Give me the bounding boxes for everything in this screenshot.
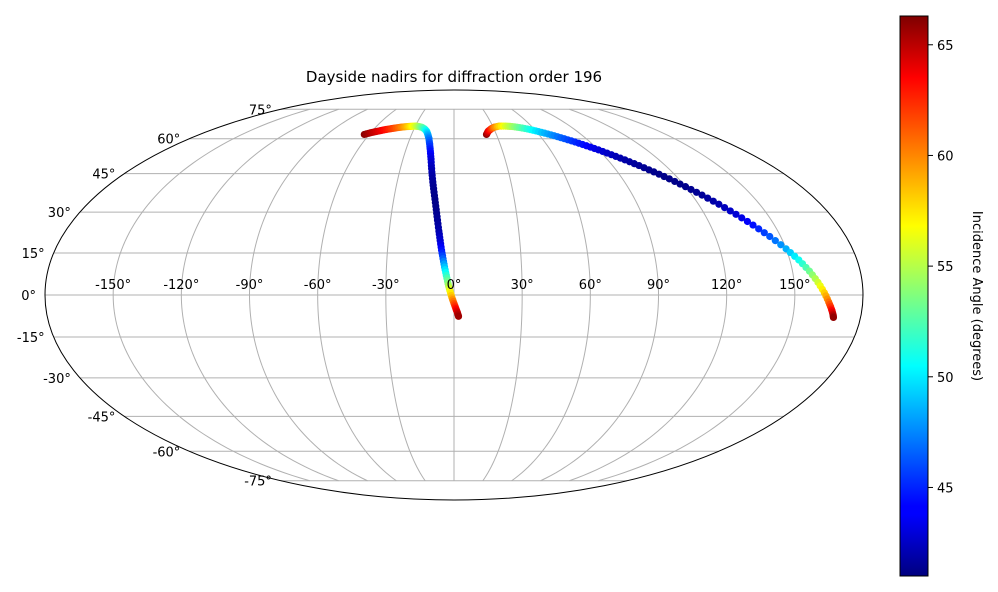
lon-tick-label: 0° <box>447 278 462 293</box>
data-point <box>665 175 673 183</box>
data-point <box>698 191 706 199</box>
lat-tick-label: -15° <box>17 331 45 346</box>
meridian-line <box>112 108 310 482</box>
meridian-line <box>482 108 523 482</box>
colorbar-tick-label: 55 <box>937 260 954 275</box>
data-point <box>749 221 757 229</box>
colorbar-tick-label: 50 <box>937 371 954 386</box>
lat-tick-label: -30° <box>43 372 71 387</box>
data-point <box>738 214 746 222</box>
data-point <box>743 217 752 226</box>
data-point <box>760 229 768 237</box>
data-point <box>777 241 785 249</box>
data-point <box>709 197 717 205</box>
data-point <box>732 210 740 218</box>
lat-tick-label: 15° <box>22 247 45 262</box>
lon-tick-label: -30° <box>372 278 400 293</box>
meridian-line <box>180 108 339 482</box>
map-outline <box>44 89 864 501</box>
lat-tick-label: -75° <box>244 475 272 490</box>
data-point <box>676 180 684 188</box>
colorbar-tick-label: 65 <box>937 39 954 54</box>
lon-tick-label: 60° <box>579 278 602 293</box>
data-point <box>726 207 734 215</box>
tick-labels: -150° -120° -90° -60° -30° 0° 30° 60° 90° 120° 150… <box>17 103 811 489</box>
lon-tick-label: -150° <box>95 278 131 293</box>
data-point <box>771 237 779 245</box>
lat-tick-label: 30° <box>48 206 71 221</box>
lat-tick-label: 75° <box>249 103 272 118</box>
lat-tick-label: -45° <box>88 410 116 425</box>
meridian-line <box>540 108 660 482</box>
lon-tick-label: -90° <box>236 278 264 293</box>
lat-tick-label: -60° <box>153 445 181 460</box>
data-point <box>755 225 763 233</box>
data-point <box>687 185 695 194</box>
data-points <box>360 122 838 322</box>
colorbar-tick-label: 45 <box>937 481 954 496</box>
lon-tick-label: -60° <box>304 278 332 293</box>
lon-tick-label: 150° <box>779 278 810 293</box>
data-point <box>704 194 712 202</box>
meridian-line <box>598 108 796 482</box>
lat-tick-label: 60° <box>157 133 180 148</box>
lon-tick-label: -120° <box>163 278 199 293</box>
chart-title: Dayside nadirs for diffraction order 196 <box>306 68 602 86</box>
data-point <box>766 232 774 241</box>
meridian-line <box>569 108 728 482</box>
data-point <box>829 313 838 322</box>
meridian-line <box>248 108 368 482</box>
colorbar <box>899 15 929 577</box>
data-point <box>715 200 723 208</box>
data-point <box>681 183 690 191</box>
colorbar-ticks: 45 50 55 60 65 <box>928 39 954 496</box>
lon-tick-label: 120° <box>711 278 742 293</box>
lat-tick-label: 45° <box>92 168 115 183</box>
meridian-line <box>317 108 397 482</box>
data-point <box>721 203 729 212</box>
colorbar-tick-label: 60 <box>937 149 954 164</box>
data-point <box>671 177 679 186</box>
meridian-line <box>385 108 426 482</box>
data-point <box>454 312 463 320</box>
lat-tick-label: 0° <box>21 289 36 304</box>
lon-tick-label: 90° <box>647 278 670 293</box>
data-point <box>692 188 701 196</box>
lon-tick-label: 30° <box>511 278 534 293</box>
meridian-line <box>511 108 591 482</box>
colorbar-label: Incidence Angle (degrees) <box>969 211 984 381</box>
